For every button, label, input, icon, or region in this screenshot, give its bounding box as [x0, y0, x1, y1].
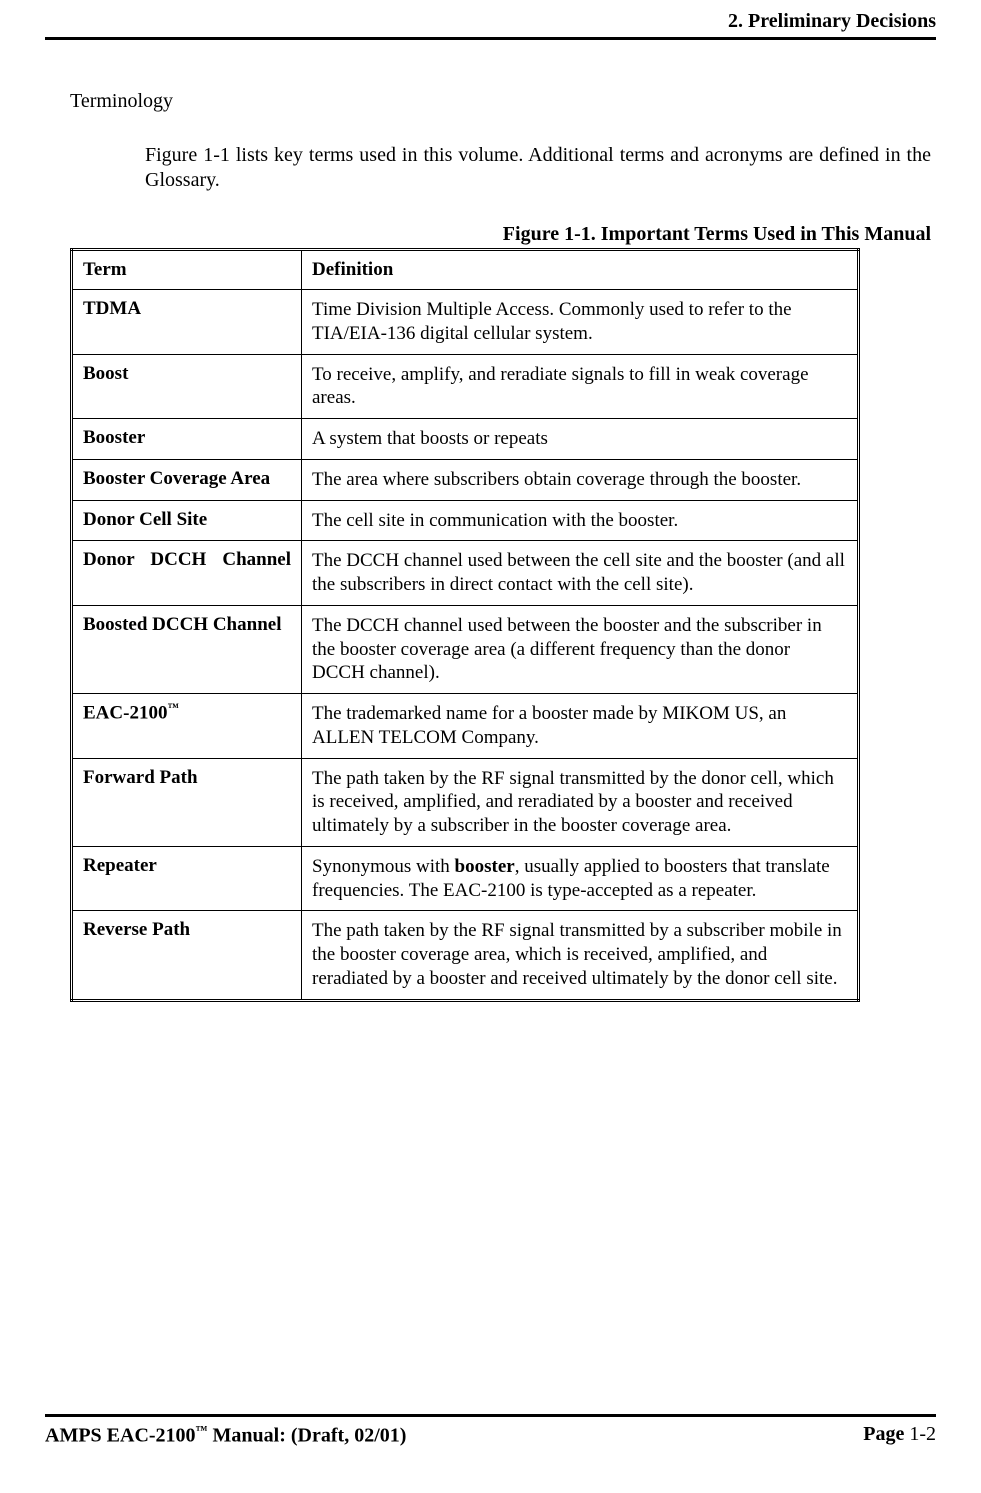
- term-text: EAC-2100: [83, 702, 167, 723]
- table-row: Booster Coverage Area The area where sub…: [72, 459, 859, 500]
- def-cell: A system that boosts or repeats: [302, 419, 859, 460]
- footer-left: AMPS EAC-2100™ Manual: (Draft, 02/01): [45, 1423, 406, 1448]
- table-row: TDMA Time Division Multiple Access. Comm…: [72, 290, 859, 355]
- term-cell: EAC-2100™: [72, 694, 302, 759]
- table-row: Booster A system that boosts or repeats: [72, 419, 859, 460]
- document-page: 2. Preliminary Decisions Terminology Fig…: [0, 0, 981, 1493]
- def-cell: Synonymous with booster, usually applied…: [302, 846, 859, 911]
- section-title: Terminology: [70, 90, 936, 113]
- tm-symbol: ™: [196, 1423, 208, 1437]
- footer-pre: AMPS EAC-2100: [45, 1425, 196, 1447]
- page-label: Page: [863, 1423, 909, 1445]
- figure-caption: Figure 1-1. Important Terms Used in This…: [45, 223, 931, 246]
- def-cell: The trademarked name for a booster made …: [302, 694, 859, 759]
- term-cell: Donor DCCH Channel: [72, 541, 302, 606]
- table-row: Donor Cell Site The cell site in communi…: [72, 500, 859, 541]
- page-number: 1-2: [909, 1423, 936, 1445]
- def-bold: booster: [455, 856, 515, 877]
- header-title: 2. Preliminary Decisions: [728, 10, 936, 32]
- tm-symbol: ™: [167, 702, 178, 714]
- def-cell: The DCCH channel used between the booste…: [302, 605, 859, 693]
- table-row: Boosted DCCH Channel The DCCH channel us…: [72, 605, 859, 693]
- term-cell: Booster Coverage Area: [72, 459, 302, 500]
- def-pre: Synonymous with: [312, 856, 455, 877]
- table-row: Boost To receive, amplify, and reradiate…: [72, 354, 859, 419]
- table-row: Forward Path The path taken by the RF si…: [72, 758, 859, 846]
- term-cell: Repeater: [72, 846, 302, 911]
- term-cell: Reverse Path: [72, 911, 302, 1000]
- def-cell: Time Division Multiple Access. Commonly …: [302, 290, 859, 355]
- header-def: Definition: [302, 250, 859, 290]
- table-row: EAC-2100™ The trademarked name for a boo…: [72, 694, 859, 759]
- def-cell: To receive, amplify, and reradiate signa…: [302, 354, 859, 419]
- header-term: Term: [72, 250, 302, 290]
- def-cell: The path taken by the RF signal transmit…: [302, 911, 859, 1000]
- table-row: Donor DCCH Channel The DCCH channel used…: [72, 541, 859, 606]
- def-cell: The path taken by the RF signal transmit…: [302, 758, 859, 846]
- page-footer: AMPS EAC-2100™ Manual: (Draft, 02/01) Pa…: [45, 1414, 936, 1448]
- term-cell: TDMA: [72, 290, 302, 355]
- table-header-row: Term Definition: [72, 250, 859, 290]
- table-row: Reverse Path The path taken by the RF si…: [72, 911, 859, 1000]
- term-cell: Booster: [72, 419, 302, 460]
- footer-post: Manual: (Draft, 02/01): [208, 1425, 407, 1447]
- def-cell: The area where subscribers obtain covera…: [302, 459, 859, 500]
- term-cell: Forward Path: [72, 758, 302, 846]
- footer-right: Page 1-2: [863, 1423, 936, 1448]
- page-header: 2. Preliminary Decisions: [45, 10, 936, 40]
- def-cell: The DCCH channel used between the cell s…: [302, 541, 859, 606]
- term-cell: Boosted DCCH Channel: [72, 605, 302, 693]
- terms-table: Term Definition TDMA Time Division Multi…: [70, 248, 860, 1002]
- term-cell: Donor Cell Site: [72, 500, 302, 541]
- def-cell: The cell site in communication with the …: [302, 500, 859, 541]
- intro-text: Figure 1-1 lists key terms used in this …: [145, 143, 931, 193]
- table-row: Repeater Synonymous with booster, usuall…: [72, 846, 859, 911]
- term-cell: Boost: [72, 354, 302, 419]
